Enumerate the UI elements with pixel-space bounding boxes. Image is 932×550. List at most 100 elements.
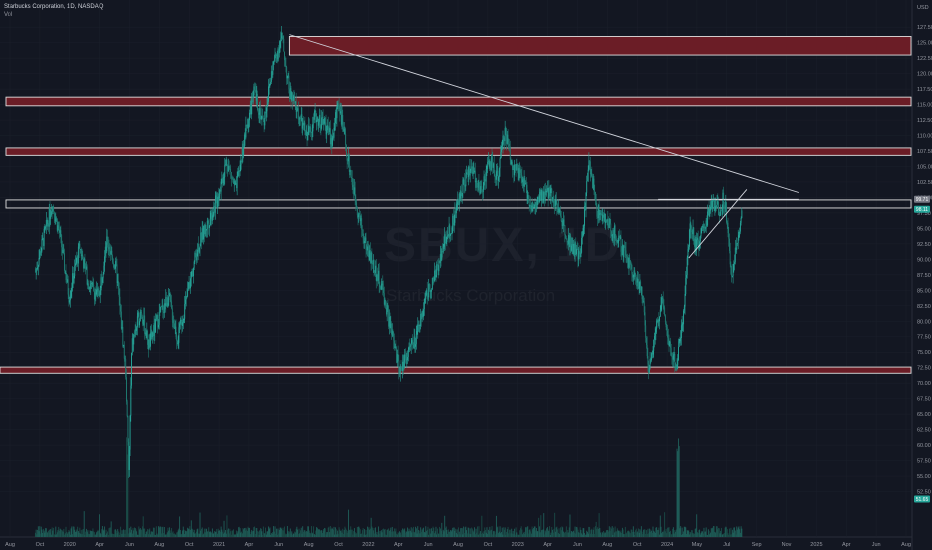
candle-body bbox=[301, 114, 303, 129]
volume-bar bbox=[439, 528, 441, 537]
candle-body bbox=[418, 324, 420, 327]
candle-body bbox=[190, 276, 192, 279]
volume-bar bbox=[327, 532, 328, 537]
volume-bar bbox=[256, 528, 258, 537]
candle-body bbox=[455, 204, 457, 214]
volume-bar bbox=[720, 527, 722, 537]
candle-body bbox=[238, 171, 240, 172]
volume-bar bbox=[271, 533, 273, 537]
volume-bar bbox=[37, 529, 39, 537]
volume-bar bbox=[446, 529, 448, 537]
trendline[interactable] bbox=[289, 34, 800, 193]
volume-bar bbox=[48, 531, 49, 537]
volume-bar bbox=[455, 528, 457, 537]
candle-body bbox=[667, 337, 669, 339]
candle-body bbox=[140, 311, 142, 314]
candle-body bbox=[446, 236, 448, 243]
volume-bar bbox=[230, 531, 232, 537]
candle-body bbox=[154, 323, 156, 333]
candle-body bbox=[707, 211, 709, 226]
candle-body bbox=[246, 124, 248, 127]
volume-bar bbox=[335, 527, 336, 537]
volume-bar bbox=[539, 532, 541, 537]
x-tick-label: Jun bbox=[872, 542, 881, 548]
trendline[interactable] bbox=[688, 189, 748, 259]
candle-body bbox=[305, 130, 307, 136]
volume-bar bbox=[49, 532, 51, 537]
candle-body bbox=[38, 257, 40, 266]
volume-bar bbox=[720, 530, 722, 537]
volume-bar bbox=[214, 531, 216, 537]
y-tick-label: 52.50 bbox=[917, 490, 931, 496]
candle-body bbox=[578, 251, 580, 260]
volume-bar bbox=[207, 531, 209, 537]
y-tick-label: 82.50 bbox=[917, 304, 931, 310]
volume-bar bbox=[479, 533, 481, 537]
volume-bar bbox=[37, 526, 39, 537]
trendlines-layer[interactable] bbox=[289, 34, 800, 259]
candle-body bbox=[388, 316, 390, 327]
candle-body bbox=[356, 207, 358, 216]
candle-body bbox=[307, 134, 309, 141]
candle-body bbox=[536, 201, 538, 208]
volume-bar bbox=[530, 531, 532, 537]
volume-bar bbox=[93, 531, 95, 537]
candle-body bbox=[121, 326, 123, 329]
volume-bar bbox=[321, 530, 323, 537]
candle-body bbox=[80, 249, 82, 250]
volume-bar bbox=[578, 532, 580, 537]
volume-bar bbox=[174, 533, 175, 537]
candle-body bbox=[404, 354, 406, 362]
volume-bar bbox=[710, 528, 712, 537]
candle-body bbox=[294, 97, 296, 104]
candle-body bbox=[276, 54, 278, 60]
candle-body bbox=[52, 206, 54, 212]
candle-body bbox=[77, 246, 79, 264]
candle-body bbox=[673, 353, 675, 356]
candle-body bbox=[510, 159, 512, 164]
candle-body bbox=[617, 239, 619, 243]
volume-bar bbox=[457, 534, 459, 537]
volume-bar bbox=[576, 527, 578, 537]
volume-bar bbox=[363, 534, 365, 537]
volume-bar bbox=[452, 527, 454, 537]
candle-body bbox=[398, 360, 400, 374]
candle-body bbox=[334, 123, 336, 128]
candle-body bbox=[688, 246, 690, 250]
candle-body bbox=[141, 313, 143, 317]
volume-bar bbox=[318, 529, 320, 537]
volume-bar bbox=[222, 533, 224, 537]
volume-bar bbox=[209, 531, 211, 537]
volume-bar bbox=[286, 526, 288, 537]
candle-body bbox=[429, 289, 431, 292]
volume-bar bbox=[354, 531, 356, 537]
candle-body bbox=[265, 111, 267, 114]
candle-body bbox=[554, 202, 556, 207]
candle-body bbox=[228, 165, 230, 167]
y-tick-label: 67.50 bbox=[917, 397, 931, 403]
volume-bar bbox=[612, 534, 614, 537]
candle-body bbox=[318, 114, 320, 122]
candle-body bbox=[587, 169, 589, 181]
candle-body bbox=[452, 215, 454, 228]
volume-bar bbox=[527, 526, 529, 537]
candle-body bbox=[126, 401, 128, 417]
candle-body bbox=[627, 262, 629, 268]
candle-body bbox=[234, 181, 236, 185]
candle-body bbox=[529, 204, 531, 207]
candle-body bbox=[454, 210, 456, 223]
y-tick-label: 122.50 bbox=[917, 56, 932, 62]
candle-body bbox=[460, 191, 462, 199]
y-tick-label: 72.50 bbox=[917, 366, 931, 372]
volume-bar bbox=[50, 529, 52, 537]
candle-body bbox=[71, 288, 73, 291]
candle-body bbox=[379, 284, 381, 288]
candle-body bbox=[316, 120, 317, 123]
candle-body bbox=[457, 199, 459, 204]
volume-bar bbox=[273, 526, 275, 537]
candle-body bbox=[72, 273, 74, 283]
candle-body bbox=[202, 228, 204, 240]
volume-bar bbox=[735, 534, 737, 537]
volume-bar bbox=[280, 527, 282, 537]
